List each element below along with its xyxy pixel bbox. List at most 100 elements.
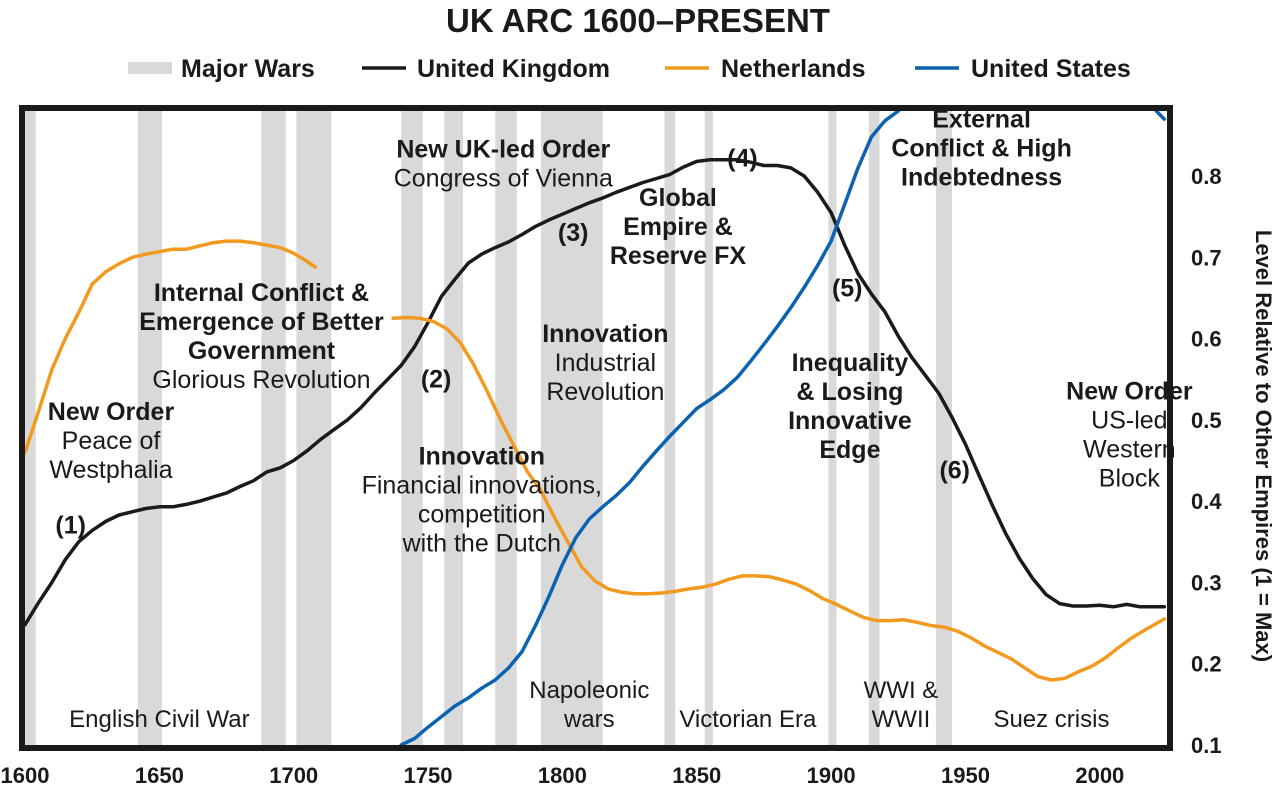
x-tick-label: 1800 — [538, 763, 587, 788]
annotation-a9: New Order US-led Western Block — [1066, 378, 1193, 493]
annotation-line: Edge — [819, 436, 880, 464]
annotation-line: with the Dutch — [402, 530, 561, 558]
annotation-line: Global — [639, 184, 717, 212]
legend-label: Major Wars — [181, 55, 315, 83]
stage-marker: (6) — [939, 456, 970, 484]
annotation-line: Congress of Vienna — [394, 164, 613, 192]
x-tick-label: 1750 — [404, 763, 453, 788]
annotation-line: Block — [1099, 465, 1161, 493]
era-label-line: Napoleonic — [529, 677, 649, 704]
annotation-line: Glorious Revolution — [152, 366, 370, 394]
legend-label: United Kingdom — [417, 55, 610, 83]
series-lines — [25, 111, 1167, 745]
era-label-line: WWI & — [864, 677, 939, 704]
annotation-a2: Internal Conflict & Emergence of Better Go… — [139, 279, 384, 394]
x-tick-label: 1950 — [941, 763, 990, 788]
annotation-line: Indebtedness — [901, 163, 1062, 191]
chart-legend: Major Wars United Kingdom Netherlands Unite… — [128, 55, 1131, 83]
major-war-bands — [25, 111, 953, 745]
annotation-line: Innovation — [419, 443, 545, 471]
war-band — [828, 111, 837, 745]
annotation-line: New Order — [48, 398, 175, 426]
war-band — [25, 111, 36, 745]
war-band — [540, 111, 603, 745]
annotation-a8: Inequality & Losing Innovative Edge — [788, 349, 912, 464]
war-band — [935, 111, 953, 745]
x-tick-label: 1600 — [1, 763, 50, 788]
era-label: English Civil War — [69, 706, 249, 733]
chart-title: UK ARC 1600–PRESENT — [446, 2, 830, 39]
x-axis-ticks: 1600 1650 1700 1750 1800 1850 1900 1950 2000 — [1, 763, 1125, 788]
annotation-line: Empire & — [623, 213, 733, 241]
annotation-line: Emergence of Better — [139, 308, 384, 336]
war-band — [664, 111, 676, 745]
annotation-line: Reserve FX — [610, 242, 747, 270]
y-tick-label: 0.3 — [1191, 570, 1222, 595]
era-label-line: Victorian Era — [679, 706, 817, 733]
annotation-line: Inequality — [792, 349, 909, 377]
war-band — [137, 111, 163, 745]
x-tick-label: 1900 — [807, 763, 856, 788]
annotation-a7: External Conflict & High Indebtedness — [891, 105, 1072, 191]
annotation-a1: New Order Peace of Westphalia — [48, 398, 175, 484]
y-tick-label: 0.5 — [1191, 408, 1222, 433]
stage-marker: (4) — [727, 144, 758, 172]
war-band — [868, 111, 880, 745]
y-tick-label: 0.1 — [1191, 733, 1222, 758]
x-tick-label: 1650 — [135, 763, 184, 788]
war-band — [444, 111, 463, 745]
annotation-line: Innovative — [788, 407, 912, 435]
annotation-a6: Innovation Financial innovations, competit… — [362, 443, 602, 558]
legend-swatch-major-wars — [128, 62, 172, 74]
era-label: Suez crisis — [993, 706, 1109, 733]
y-tick-label: 0.4 — [1191, 489, 1222, 514]
annotation-line: Innovation — [542, 320, 668, 348]
x-tick-label: 2000 — [1075, 763, 1124, 788]
annotation-line: Industrial — [555, 349, 656, 377]
series-line-netherlands — [25, 239, 317, 455]
annotation-line: US-led — [1091, 407, 1167, 435]
stage-marker: (1) — [55, 512, 86, 540]
war-band — [704, 111, 713, 745]
series-line-netherlands — [391, 315, 1167, 682]
legend-label: United States — [971, 55, 1131, 83]
annotation-line: Western — [1083, 436, 1176, 464]
series-line-united-states — [1154, 111, 1167, 121]
annotation-line: Conflict & High — [891, 134, 1072, 162]
era-label: WWI & WWII — [864, 677, 939, 733]
annotation-line: Westphalia — [49, 456, 172, 484]
y-axis-ticks: 0.8 0.7 0.6 0.5 0.4 0.3 0.2 0.1 — [1191, 164, 1222, 758]
stage-marker: (2) — [421, 365, 452, 393]
annotation-line: New Order — [1066, 378, 1193, 406]
annotation-a3: New UK-led Order Congress of Vienna — [394, 135, 613, 192]
x-tick-label: 1850 — [672, 763, 721, 788]
era-label-line: Suez crisis — [993, 706, 1109, 733]
annotation-line: Internal Conflict & — [154, 279, 369, 307]
era-label-line: WWII — [872, 706, 931, 733]
legend-label: Netherlands — [721, 55, 865, 83]
war-band — [261, 111, 286, 745]
era-label: Victorian Era — [679, 706, 817, 733]
x-tick-label: 1700 — [269, 763, 318, 788]
y-tick-label: 0.7 — [1191, 245, 1222, 270]
stage-marker: (5) — [832, 274, 863, 302]
y-tick-label: 0.2 — [1191, 652, 1222, 677]
era-label-line: wars — [563, 706, 615, 733]
plot-frame — [19, 105, 1173, 751]
annotation-line: Government — [188, 337, 336, 365]
annotation-line: Financial innovations, — [362, 472, 602, 500]
y-tick-label: 0.6 — [1191, 327, 1222, 352]
y-tick-label: 0.8 — [1191, 164, 1222, 189]
era-label-line: English Civil War — [69, 706, 249, 733]
annotation-line: & Losing — [796, 378, 903, 406]
y-axis-label: Level Relative to Other Empires (1 = Max… — [1251, 230, 1276, 662]
stage-marker: (3) — [558, 219, 589, 247]
annotation-line: competition — [418, 501, 546, 529]
series-line-united-kingdom — [25, 158, 1167, 627]
series-line-united-states — [399, 111, 901, 745]
war-band — [296, 111, 332, 745]
annotation-line: New UK-led Order — [396, 135, 610, 163]
era-label: Napoleonic wars — [529, 677, 649, 733]
